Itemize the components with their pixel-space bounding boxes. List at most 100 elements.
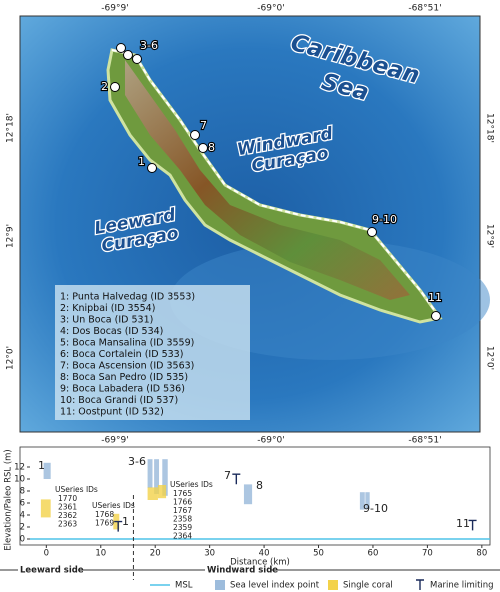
site-label: 11: [428, 291, 442, 304]
slip-box: [359, 492, 365, 510]
useries-id: 1766: [173, 498, 192, 507]
lon-label: -69°9': [101, 436, 128, 446]
site-label: 1: [122, 515, 129, 528]
side-label: Leeward side: [20, 566, 84, 576]
site-point: [123, 50, 133, 60]
useries-id: 2359: [173, 523, 192, 532]
site-list-item: 3: Un Boca (ID 531): [60, 315, 153, 326]
x-tick-label: 30: [204, 549, 215, 559]
useries-title: USeries IDs: [55, 485, 98, 494]
slip-box: [243, 484, 253, 505]
slip-box: [365, 492, 370, 509]
lat-label: 12°0': [6, 346, 16, 370]
lon-label: -68°51': [408, 4, 441, 14]
y-tick-label: 12: [14, 463, 25, 473]
slip-box: [154, 459, 160, 494]
slip-box: [147, 459, 153, 488]
x-tick-label: 40: [259, 549, 270, 559]
site-label: 8: [256, 479, 263, 492]
legend-label: Single coral: [343, 581, 393, 591]
y-tick-label: 10: [14, 475, 25, 485]
site-point: [431, 311, 441, 321]
slip-box: [162, 459, 168, 496]
site-list-item: 9: Boca Labadera (ID 536): [60, 384, 185, 395]
lat-label: 12°18': [485, 113, 495, 143]
side-label: Windward side: [207, 566, 278, 576]
useries-title: USeries IDs: [170, 480, 213, 489]
site-label: 1: [138, 155, 145, 168]
coral-box: [40, 499, 51, 518]
site-list-item: 1: Punta Halvedag (ID 3553): [60, 292, 195, 303]
coast-line: [111, 49, 441, 319]
legend-label: Marine limiting: [430, 581, 494, 591]
legend-label: MSL: [175, 581, 193, 591]
x-tick-label: 20: [150, 549, 161, 559]
island-relief: [125, 60, 410, 300]
coral-box: [157, 485, 167, 499]
coral-box: [147, 487, 158, 500]
site-list-item: 4: Dos Bocas (ID 534): [60, 326, 163, 337]
site-list-item: 10: Boca Grandi (ID 537): [60, 395, 178, 406]
site-point: [198, 143, 208, 153]
legend-key: [328, 580, 338, 590]
x-tick-label: 80: [476, 549, 487, 559]
side-bg: [18, 565, 78, 575]
site-point: [147, 163, 157, 173]
site-list-item: 11: Oostpunt (ID 532): [60, 407, 164, 418]
side-bg: [205, 565, 271, 575]
site-point: [132, 54, 142, 64]
lat-label: 12°9': [6, 224, 16, 248]
useries-id: 2361: [58, 503, 77, 512]
useries-id: 1765: [173, 489, 192, 498]
lon-label: -68°51': [408, 436, 441, 446]
useries-id: 2363: [58, 520, 77, 529]
useries-id: 1770: [58, 494, 77, 503]
site-label: 7: [200, 119, 207, 132]
site-list-item: 5: Boca Mansalina (ID 3559): [60, 338, 194, 349]
site-label: 9-10: [363, 502, 388, 515]
site-list-item: 8: Boca San Pedro (ID 535): [60, 372, 188, 383]
useries-id: 2362: [58, 511, 77, 520]
site-point: [110, 82, 120, 92]
site-point: [116, 43, 126, 53]
site-label: 1: [38, 459, 45, 472]
marine-limiting: [232, 473, 241, 485]
lon-label: -69°9': [101, 4, 128, 14]
lat-label: 12°9': [485, 224, 495, 248]
x-axis-label: Distance (km): [230, 558, 290, 568]
site-label: 3-6: [140, 39, 158, 52]
y-tick-label: 6: [20, 499, 25, 509]
site-point: [190, 130, 200, 140]
site-label: 9-10: [372, 213, 397, 226]
site-label: 3-6: [128, 455, 146, 468]
useries-title: USeries IDs: [92, 501, 135, 510]
legend-label: Sea level index point: [230, 581, 320, 591]
y-tick-label: 8: [20, 487, 25, 497]
lat-label: 12°0': [485, 346, 495, 370]
y-axis-label: Elevation/Paleo RSL (m): [4, 449, 14, 550]
x-tick-label: 70: [422, 549, 433, 559]
slip-box: [43, 462, 51, 479]
marine-limiting: [114, 520, 123, 532]
site-label: 8: [208, 141, 215, 154]
lon-label: -69°0': [257, 436, 284, 446]
site-label: 7: [224, 469, 231, 482]
chart-frame: [19, 446, 491, 546]
site-point: [367, 227, 377, 237]
site-legend-box: [55, 285, 250, 420]
lat-label: 12°18': [6, 113, 16, 143]
site-list-item: 6: Boca Cortalein (ID 533): [60, 349, 183, 360]
useries-id: 2364: [173, 532, 192, 541]
site-list-item: 7: Boca Ascension (ID 3563): [60, 361, 194, 372]
legend-key: [416, 579, 424, 590]
y-tick-label: 2: [20, 523, 25, 533]
legend-key: [215, 580, 225, 590]
site-label: 11: [456, 517, 470, 530]
x-tick-label: 10: [95, 549, 106, 559]
useries-id: 1769: [95, 519, 114, 528]
x-tick-label: 50: [313, 549, 324, 559]
x-tick-label: 0: [44, 549, 49, 559]
x-tick-label: 60: [368, 549, 379, 559]
useries-id: 2358: [173, 515, 192, 524]
